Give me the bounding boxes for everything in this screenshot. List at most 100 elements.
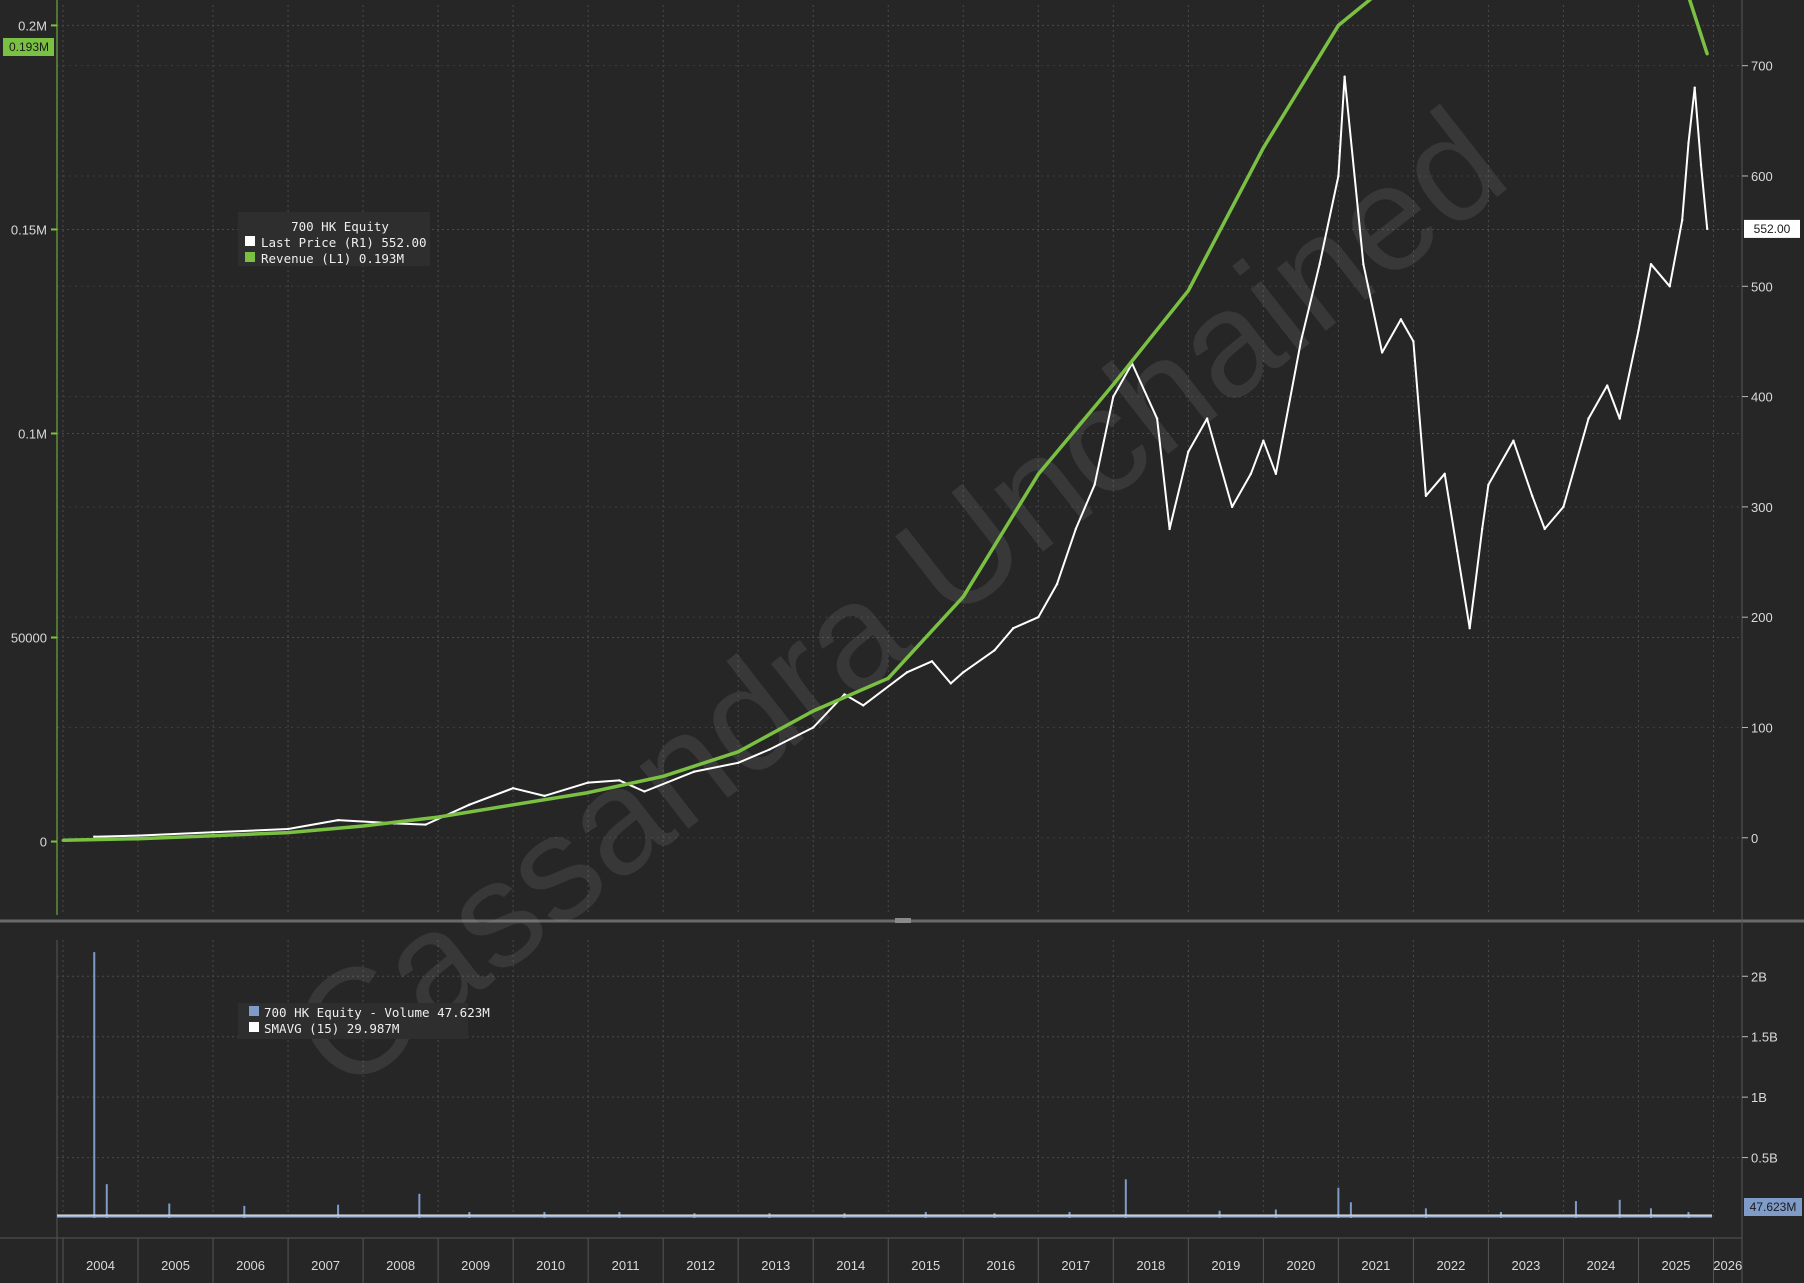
tag-right-volume: 47.623M [1750, 1200, 1797, 1214]
x-tick-label: 2017 [1061, 1258, 1090, 1273]
axes: 2004 2005 2006 2007 2008 2009 2010 2011 2012 2013… [3, 18, 1802, 1283]
point-last-price [905, 671, 909, 674]
point-last-price [1380, 351, 1384, 354]
point-last-price [1637, 329, 1640, 332]
point-last-price [1055, 582, 1059, 586]
point-last-price [1424, 494, 1428, 498]
point-last-price [1487, 483, 1490, 487]
point-revenue [1036, 472, 1040, 476]
y-right-tick-label: 300 [1751, 500, 1773, 515]
legend-label-last-price: Last Price (R1) 552.00 [261, 235, 427, 250]
legend-volume[interactable]: 700 HK Equity - Volume 47.623M SMAVG (15… [238, 1003, 490, 1039]
point-last-price [586, 781, 590, 784]
point-revenue [1261, 146, 1265, 150]
point-last-price [1649, 263, 1653, 266]
point-last-price [1037, 615, 1040, 619]
x-tick-label: 2005 [161, 1258, 190, 1273]
point-last-price [1530, 494, 1534, 498]
x-tick-label: 2024 [1586, 1258, 1615, 1273]
x-tick-label: 2015 [911, 1258, 940, 1273]
tag-right-volume-bg [1744, 1198, 1802, 1216]
legend-box [238, 1003, 468, 1039]
tag-left-revenue-bg [3, 38, 54, 56]
point-last-price [1412, 340, 1415, 343]
x-tick-label: 2019 [1211, 1258, 1240, 1273]
legend-swatch-smavg [249, 1022, 259, 1032]
volume-bars [57, 952, 1712, 1218]
point-last-price [1687, 141, 1690, 145]
point-revenue [436, 815, 440, 819]
x-tick-label: 2016 [986, 1258, 1015, 1273]
x-tick-label: 2010 [536, 1258, 565, 1273]
point-last-price [1274, 472, 1278, 475]
point-last-price [812, 726, 815, 729]
point-revenue [511, 803, 515, 807]
watermark: Cassandra Unchained [261, 76, 1534, 1122]
point-last-price [1343, 75, 1346, 78]
x-tick-label: 2012 [686, 1258, 715, 1273]
point-last-price [543, 794, 546, 798]
point-last-price [930, 660, 934, 663]
y-volume-tick-label: 1B [1751, 1090, 1767, 1105]
x-tick-label: 2026 [1713, 1258, 1742, 1273]
x-tick-label: 2020 [1286, 1258, 1315, 1273]
point-last-price [1693, 86, 1696, 89]
point-last-price [1299, 340, 1303, 343]
y-left-tick-label: 50000 [11, 631, 47, 646]
point-last-price [618, 779, 621, 782]
point-last-price [1606, 384, 1609, 387]
point-revenue [61, 838, 65, 842]
point-last-price [993, 649, 996, 652]
point-revenue [811, 709, 815, 713]
point-last-price [1362, 263, 1365, 266]
y-right-tick-label: 600 [1751, 169, 1773, 184]
watermark-text: Cassandra Unchained [261, 76, 1534, 1122]
y-left-tick-label: 0.1M [18, 426, 47, 441]
x-tick-label: 2008 [386, 1258, 415, 1273]
legend-label-smavg: SMAVG (15) 29.987M [264, 1021, 399, 1036]
y-right-tick-label: 100 [1751, 720, 1773, 735]
point-last-price [1168, 527, 1171, 531]
point-last-price [1112, 395, 1115, 398]
point-last-price [1562, 505, 1565, 509]
point-revenue [1705, 52, 1709, 56]
point-last-price [211, 831, 215, 834]
point-last-price [1318, 263, 1321, 266]
point-last-price [1443, 472, 1446, 475]
point-revenue [1186, 289, 1190, 293]
point-last-price [1399, 318, 1403, 321]
x-tick-label: 2025 [1662, 1258, 1691, 1273]
point-revenue [886, 676, 890, 680]
point-last-price [286, 827, 290, 831]
point-last-price [1093, 483, 1096, 487]
x-tick-label: 2011 [612, 1258, 640, 1273]
y-right-tick-label: 700 [1751, 59, 1773, 74]
x-tick-label: 2014 [836, 1258, 865, 1273]
y-right-tick-label: 200 [1751, 610, 1773, 625]
point-last-price [1468, 627, 1471, 630]
series-layer [61, 0, 1709, 843]
point-last-price [843, 693, 846, 696]
point-last-price [1337, 174, 1340, 178]
point-last-price [424, 823, 427, 826]
point-last-price [862, 704, 865, 707]
point-last-price [693, 770, 696, 773]
y-volume-tick-label: 0.5B [1751, 1151, 1778, 1166]
x-tick-label: 2013 [761, 1258, 790, 1273]
point-last-price [1668, 285, 1671, 288]
point-revenue [586, 791, 590, 795]
point-last-price [1681, 218, 1684, 222]
point-last-price [1618, 417, 1621, 420]
point-revenue [736, 750, 740, 754]
point-last-price [93, 835, 96, 838]
x-tick-label: 2018 [1136, 1258, 1165, 1273]
y-volume-tick-label: 2B [1751, 969, 1767, 984]
point-last-price [768, 748, 771, 751]
point-last-price [1543, 527, 1546, 531]
legend-price-revenue[interactable]: 700 HK Equity Last Price (R1) 552.00 Rev… [238, 212, 430, 266]
point-last-price [511, 786, 515, 790]
x-tick-label: 2006 [236, 1258, 265, 1273]
point-last-price [1706, 227, 1709, 231]
point-last-price [136, 834, 140, 837]
